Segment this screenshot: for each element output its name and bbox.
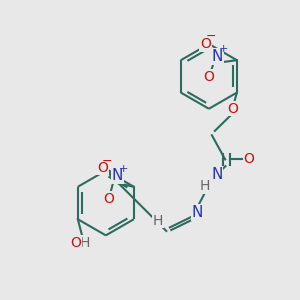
- Text: +: +: [218, 44, 228, 54]
- Text: N: N: [111, 168, 123, 183]
- Text: O: O: [200, 37, 211, 51]
- Text: −: −: [206, 30, 217, 43]
- Text: O: O: [227, 102, 238, 116]
- Text: N: N: [191, 205, 203, 220]
- Text: O: O: [97, 161, 108, 175]
- Text: −: −: [102, 155, 112, 168]
- Text: O: O: [203, 70, 214, 84]
- Text: H: H: [80, 236, 90, 250]
- Text: H: H: [200, 179, 210, 193]
- Text: H: H: [153, 214, 163, 228]
- Text: N: N: [212, 49, 223, 64]
- Text: O: O: [103, 192, 114, 206]
- Text: +: +: [118, 164, 128, 173]
- Text: N: N: [211, 167, 223, 182]
- Text: O: O: [70, 236, 81, 250]
- Text: O: O: [243, 152, 254, 167]
